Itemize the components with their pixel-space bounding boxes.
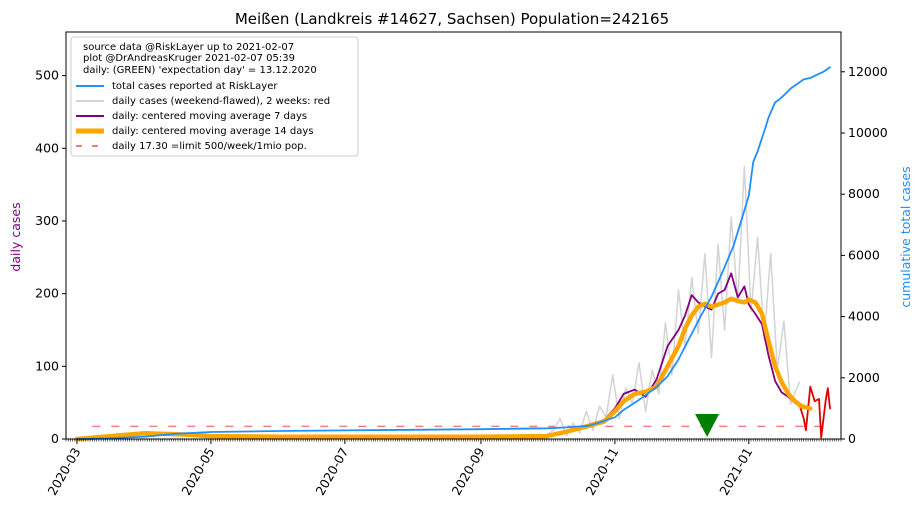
legend-box xyxy=(70,36,359,157)
series-total-line xyxy=(76,66,831,440)
y-axis-label-left: daily cases xyxy=(8,202,23,271)
legend-entry-limit: daily 17.30 =limit 500/week/1mio pop. xyxy=(112,141,307,152)
y-tick-label-right: 12000 xyxy=(848,64,888,79)
series-ma14-line xyxy=(74,296,813,442)
series-daily-recent-line xyxy=(798,385,831,439)
y-tick-label-right: 10000 xyxy=(848,125,888,140)
legend-entry-daily: daily cases (weekend-flawed), 2 weeks: r… xyxy=(112,96,330,107)
y-tick-label-right: 4000 xyxy=(848,309,880,324)
legend-info-line-2: plot @DrAndreasKruger 2021-02-07 05:39 xyxy=(83,53,295,64)
y-tick-label-right: 2000 xyxy=(848,370,880,385)
series-layer xyxy=(74,66,831,442)
y-tick-label-right: 8000 xyxy=(848,186,880,201)
y-tick-label-left: 500 xyxy=(35,68,59,83)
y-tick-label-left: 300 xyxy=(35,213,59,228)
y-tick-label-left: 200 xyxy=(35,286,59,301)
expectation-day-marker xyxy=(695,414,720,437)
legend-entry-total: total cases reported at RiskLayer xyxy=(112,81,278,92)
y-axis-label-right: cumulative total cases xyxy=(898,166,913,307)
y-tick-label-left: 0 xyxy=(51,431,59,446)
legend: source data @RiskLayer up to 2021-02-07 … xyxy=(70,36,359,157)
y-tick-label-right: 0 xyxy=(848,431,856,446)
legend-info-line-3: daily: (GREEN) 'expectation day' = 13.12… xyxy=(83,65,317,76)
plot-frame xyxy=(65,31,842,440)
y-tick-label-left: 100 xyxy=(35,358,59,373)
legend-info-line-1: source data @RiskLayer up to 2021-02-07 xyxy=(83,42,294,53)
legend-entry-ma14: daily: centered moving average 14 days xyxy=(112,126,313,137)
y-tick-label-right: 6000 xyxy=(848,247,880,262)
chart-title: Meißen (Landkreis #14627, Sachsen) Popul… xyxy=(235,10,669,28)
y-tick-label-left: 400 xyxy=(35,140,59,155)
legend-entry-ma7: daily: centered moving average 7 days xyxy=(112,111,307,122)
